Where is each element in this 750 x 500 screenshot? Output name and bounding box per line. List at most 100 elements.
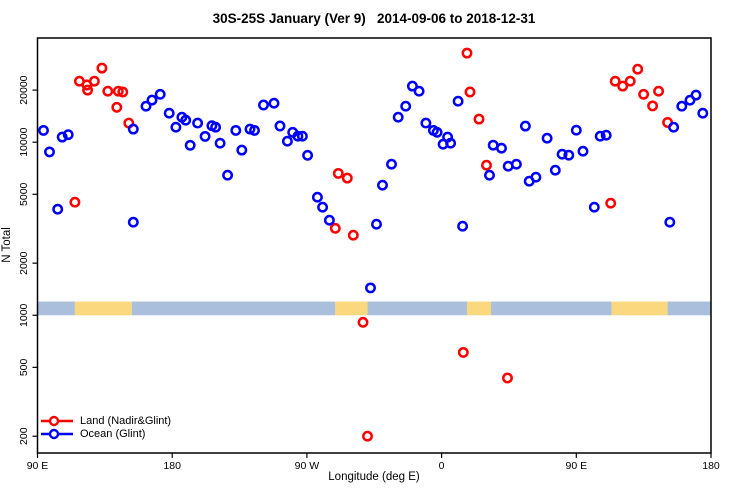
- data-point: [420, 117, 432, 129]
- data-point: [249, 124, 260, 136]
- data-point: [484, 169, 495, 181]
- data-point: [676, 100, 688, 112]
- data-point: [510, 158, 522, 170]
- data-point: [102, 85, 114, 97]
- data-point: [127, 216, 139, 228]
- data-point: [400, 100, 412, 112]
- x-tick-label: 90 E: [27, 460, 49, 472]
- x-tick-label: 180: [163, 460, 181, 472]
- data-point: [69, 196, 81, 208]
- data-point: [199, 130, 211, 142]
- data-point: [638, 88, 650, 100]
- data-point: [192, 117, 204, 129]
- data-point: [457, 220, 469, 232]
- data-point: [563, 149, 575, 161]
- legend: Land (Nadir&Glint) Ocean (Glint): [40, 414, 171, 440]
- data-point: [362, 430, 373, 442]
- data-point: [112, 85, 124, 97]
- data-point: [445, 137, 457, 149]
- chart-title: 30S-25S January (Ver 9) 2014-09-06 to 20…: [212, 11, 536, 26]
- data-point: [588, 201, 600, 213]
- data-point: [82, 84, 94, 96]
- data-point: [668, 121, 680, 133]
- data-point: [452, 95, 464, 107]
- data-point: [664, 216, 676, 228]
- data-point: [236, 144, 248, 156]
- x-tick-label: 90 E: [565, 460, 587, 472]
- x-tick-label: 180: [702, 460, 720, 472]
- y-tick-label: 200: [18, 427, 30, 445]
- data-point: [457, 346, 469, 358]
- data-points: [38, 47, 709, 442]
- data-point: [111, 101, 123, 113]
- data-point: [647, 100, 659, 112]
- plot-border: [36, 37, 712, 454]
- data-point: [140, 100, 152, 112]
- data-point: [210, 121, 222, 133]
- data-point: [127, 123, 139, 135]
- band-segment-land: [611, 301, 668, 316]
- band-segment-land: [74, 301, 132, 316]
- data-point: [258, 99, 269, 111]
- y-tick-label: 10000: [18, 127, 30, 156]
- data-point: [556, 148, 568, 160]
- band-segment-ocean: [367, 301, 468, 316]
- data-point: [347, 229, 359, 241]
- band-segment-ocean: [490, 301, 612, 316]
- y-tick-label: 2000: [18, 251, 30, 275]
- x-tick-label: 90 W: [295, 460, 320, 472]
- data-point: [329, 222, 341, 234]
- data-point: [406, 80, 418, 92]
- data-point: [386, 158, 397, 170]
- data-point: [624, 75, 636, 87]
- data-point: [541, 132, 553, 144]
- y-tick-label: 1000: [18, 303, 30, 327]
- data-point: [180, 114, 192, 126]
- data-point: [163, 107, 175, 119]
- surface-type-band: [37, 301, 711, 316]
- data-point: [690, 89, 702, 101]
- data-point: [146, 94, 158, 106]
- data-point: [222, 169, 234, 181]
- data-point: [617, 80, 629, 92]
- data-point: [461, 47, 473, 59]
- data-point: [52, 203, 64, 215]
- y-tick-label: 20000: [18, 75, 30, 104]
- legend-item-ocean: Ocean (Glint): [40, 427, 171, 440]
- data-point: [341, 172, 353, 184]
- data-point: [170, 121, 182, 133]
- data-point: [268, 97, 280, 109]
- data-point: [431, 126, 443, 138]
- data-point: [357, 316, 369, 328]
- data-point: [600, 129, 612, 141]
- band-segment-ocean: [131, 301, 336, 316]
- data-point: [697, 107, 709, 119]
- data-point: [464, 86, 476, 98]
- data-point: [311, 191, 323, 203]
- data-point: [96, 62, 108, 74]
- data-point: [413, 85, 425, 97]
- data-point: [323, 214, 335, 226]
- data-point: [609, 75, 621, 87]
- data-point: [154, 88, 166, 100]
- land-marker-icon: [41, 415, 73, 426]
- band-segment-land: [467, 301, 491, 316]
- data-point: [292, 130, 304, 142]
- y-tick-label: 500: [18, 358, 30, 376]
- data-point: [274, 120, 286, 132]
- band-segment-ocean: [37, 301, 75, 316]
- x-axis-title: Longitude (deg E): [328, 471, 420, 483]
- data-point: [38, 124, 49, 136]
- data-point: [371, 218, 382, 230]
- data-point: [481, 159, 492, 171]
- data-point: [184, 139, 196, 151]
- data-point: [577, 145, 589, 157]
- data-point: [117, 86, 129, 98]
- data-point: [519, 120, 531, 132]
- data-point: [605, 197, 617, 209]
- data-point: [44, 146, 55, 158]
- data-point: [549, 164, 561, 176]
- data-point: [632, 63, 644, 75]
